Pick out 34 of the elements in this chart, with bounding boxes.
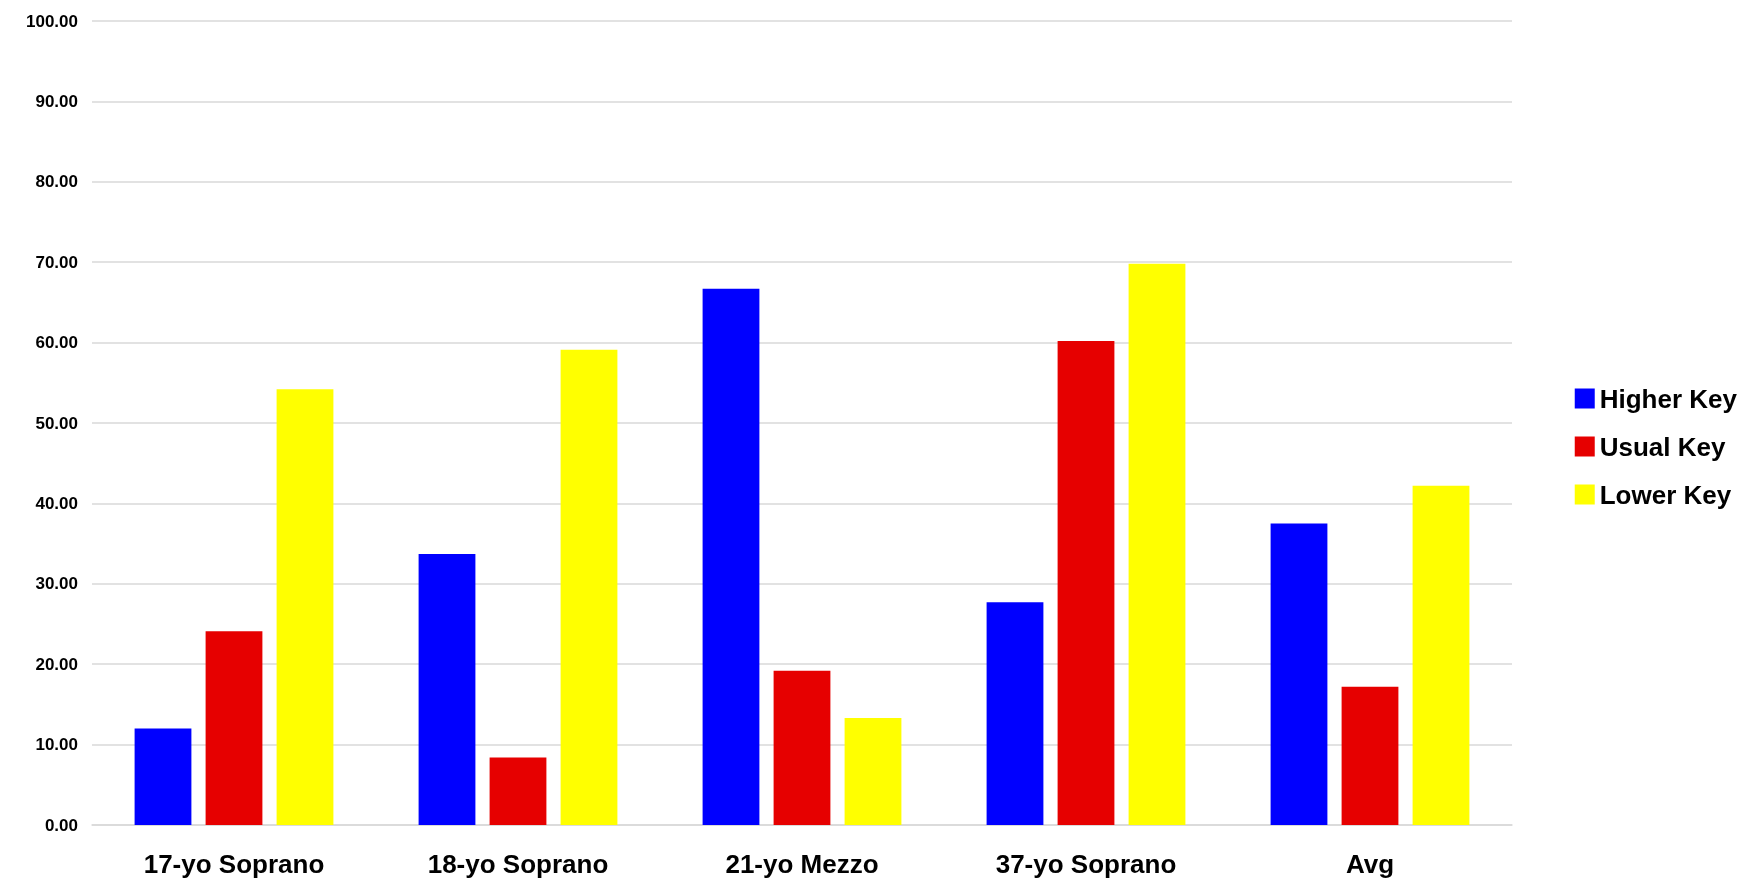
y-tick-label: 20.00 xyxy=(35,654,78,674)
y-tick-label: 0.00 xyxy=(44,815,78,835)
x-tick-label: 21-yo Mezzo xyxy=(725,849,879,879)
bar xyxy=(205,631,263,825)
x-tick-label: Avg xyxy=(1345,849,1395,879)
y-tick-label: 10.00 xyxy=(35,735,78,755)
y-tick-label: 100.00 xyxy=(26,11,78,31)
y-tick-label: 60.00 xyxy=(35,333,78,353)
bar xyxy=(560,349,618,825)
bar xyxy=(418,554,476,825)
legend-label: Lower Key xyxy=(1599,479,1732,510)
y-tick-label: 70.00 xyxy=(35,252,78,272)
bar xyxy=(489,757,547,825)
legend-label: Usual Key xyxy=(1599,431,1726,462)
x-tick-label: 18-yo Soprano xyxy=(427,849,609,879)
bar xyxy=(1341,686,1399,825)
bar xyxy=(844,718,902,825)
bar xyxy=(1270,523,1328,825)
y-tick-label: 40.00 xyxy=(35,493,78,513)
x-tick-label: 37-yo Soprano xyxy=(995,849,1177,879)
x-tick-label: 17-yo Soprano xyxy=(143,849,325,879)
y-tick-label: 90.00 xyxy=(35,91,78,111)
bar xyxy=(773,670,831,825)
bar xyxy=(134,728,192,825)
y-tick-label: 80.00 xyxy=(35,172,78,192)
bar xyxy=(1412,485,1470,825)
bar xyxy=(1057,340,1115,825)
y-tick-label: 30.00 xyxy=(35,574,78,594)
legend-label: Higher Key xyxy=(1599,383,1738,414)
bar xyxy=(986,602,1044,825)
bar xyxy=(276,389,334,825)
y-tick-label: 50.00 xyxy=(35,413,78,433)
bar xyxy=(1128,263,1186,825)
bar xyxy=(702,288,760,825)
